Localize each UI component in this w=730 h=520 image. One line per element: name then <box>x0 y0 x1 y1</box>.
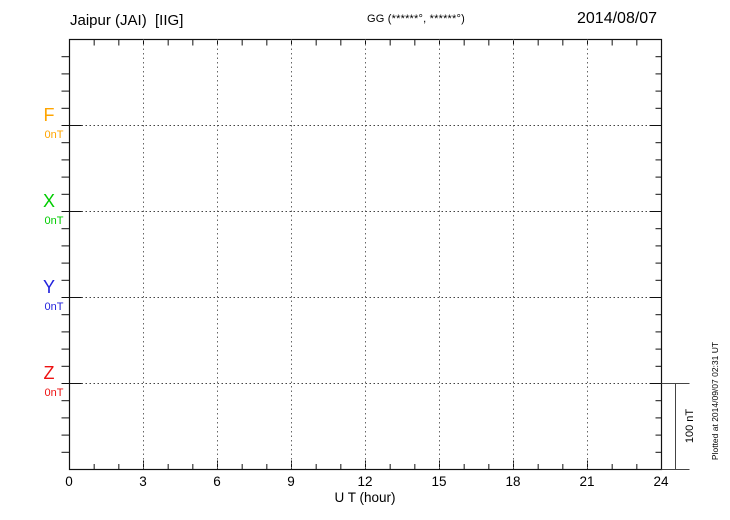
x-tick-label-6: 6 <box>213 474 221 489</box>
x-tick-label-21: 21 <box>579 474 595 489</box>
station-title: Jaipur (JAI) [IIG] <box>70 12 184 29</box>
component-label-x: X <box>42 191 55 211</box>
component-value-f: 0nT <box>44 129 64 141</box>
gg-coordinates: GG (******°, ******°) <box>367 13 465 25</box>
component-label-y: Y <box>42 277 55 297</box>
x-tick-label-18: 18 <box>505 474 521 489</box>
x-tick-label-0: 0 <box>65 474 73 489</box>
x-tick-label-9: 9 <box>287 474 295 489</box>
plotted-at-note: Plotted at 2014/09/07 02:31 UT <box>710 341 720 461</box>
component-value-y: 0nT <box>44 301 64 313</box>
x-tick-label-3: 3 <box>139 474 147 489</box>
component-value-x: 0nT <box>44 215 64 227</box>
scale-bar-label: 100 nT <box>684 408 696 444</box>
component-value-z: 0nT <box>44 387 64 399</box>
plot-date: 2014/08/07 <box>577 10 658 27</box>
x-tick-label-12: 12 <box>357 474 373 489</box>
x-axis-title: U T (hour) <box>334 490 396 505</box>
x-tick-label-24: 24 <box>653 474 669 489</box>
component-label-z: Z <box>43 363 55 383</box>
x-tick-label-15: 15 <box>431 474 447 489</box>
component-label-f: F <box>43 105 55 125</box>
